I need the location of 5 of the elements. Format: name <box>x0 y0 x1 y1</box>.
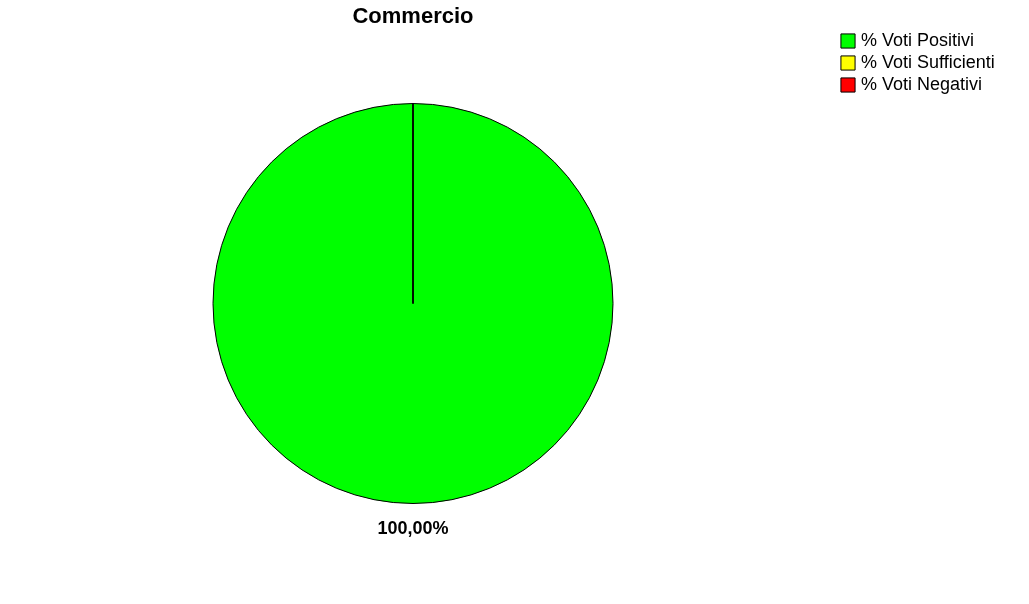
legend-label: % Voti Negativi <box>861 74 983 94</box>
data-label: 100,00% <box>377 517 449 538</box>
legend-label: % Voti Positivi <box>861 30 975 50</box>
legend-label: % Voti Sufficienti <box>861 52 995 72</box>
chart-title: Commercio <box>352 3 474 28</box>
